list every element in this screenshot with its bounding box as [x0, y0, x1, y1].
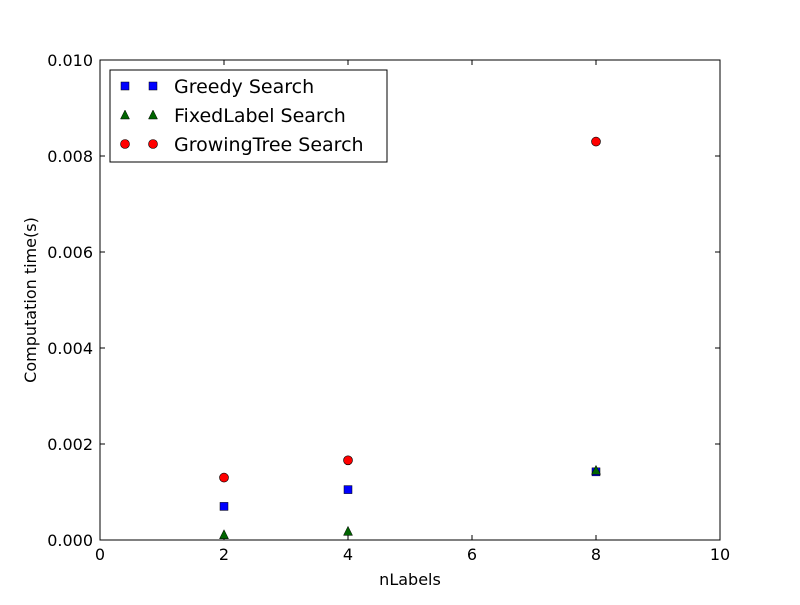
- x-tick-label: 2: [219, 545, 229, 564]
- legend-marker-circle: [148, 139, 158, 149]
- y-tick-label: 0.000: [47, 531, 93, 550]
- data-point-circle: [591, 136, 601, 147]
- legend-marker-circle: [120, 139, 130, 149]
- legend-marker-triangle: [148, 109, 158, 120]
- legend-marker-square: [120, 81, 130, 91]
- legend-marker-square: [148, 81, 158, 91]
- data-points: [219, 136, 601, 539]
- legend: Greedy Search FixedLabel Search GrowingTre…: [109, 69, 388, 163]
- y-tick-label: 0.010: [47, 51, 93, 70]
- legend-label: GrowingTree Search: [174, 134, 364, 156]
- x-axis-label: nLabels: [379, 570, 441, 589]
- y-axis-label: Computation time(s): [21, 217, 40, 383]
- legend-label: FixedLabel Search: [174, 105, 346, 127]
- y-tick-label: 0.004: [47, 339, 93, 358]
- data-point-circle: [219, 472, 229, 483]
- data-point-triangle: [343, 525, 353, 536]
- data-point-circle: [343, 455, 353, 466]
- x-tick-label: 4: [343, 545, 353, 564]
- ticks: 0 2 4 6 8 10 0.000 0.002 0.004 0.006 0.008 0.010: [47, 51, 730, 564]
- data-point-triangle: [591, 464, 601, 475]
- y-tick-label: 0.006: [47, 243, 93, 262]
- x-tick-label: 0: [95, 545, 105, 564]
- data-point-square: [343, 485, 353, 494]
- legend-label: Greedy Search: [174, 76, 314, 98]
- x-tick-label: 10: [710, 545, 730, 564]
- y-tick-label: 0.008: [47, 147, 93, 166]
- x-tick-label: 6: [467, 545, 477, 564]
- data-point-triangle: [219, 529, 229, 539]
- legend-marker-triangle: [120, 109, 130, 120]
- x-tick-label: 8: [591, 545, 601, 564]
- y-tick-label: 0.002: [47, 435, 93, 454]
- data-point-square: [219, 502, 229, 511]
